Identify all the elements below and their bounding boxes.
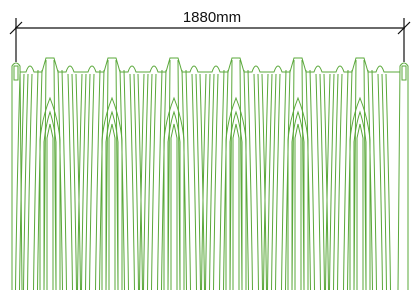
spear bbox=[40, 98, 60, 290]
crest bbox=[44, 60, 56, 290]
rib-line bbox=[130, 74, 135, 290]
rib-line bbox=[72, 74, 77, 290]
rib-line bbox=[196, 74, 201, 290]
rib-line bbox=[272, 74, 277, 290]
rib-line bbox=[330, 74, 335, 290]
rib-line bbox=[310, 70, 315, 290]
rib-line bbox=[186, 70, 191, 290]
crest bbox=[292, 60, 304, 290]
rib-line bbox=[90, 74, 95, 290]
rib-line bbox=[134, 74, 139, 290]
spear-core bbox=[357, 124, 363, 290]
rib-line bbox=[320, 74, 325, 290]
rib-line bbox=[152, 74, 157, 290]
page: 1880mm (() => { const data = JSON.parse(… bbox=[0, 0, 415, 290]
spear bbox=[350, 98, 370, 290]
rib-line bbox=[282, 70, 287, 290]
rib-line bbox=[254, 74, 259, 290]
rib-line bbox=[68, 74, 73, 290]
rib-line bbox=[148, 74, 153, 290]
drawing: 1880mm bbox=[0, 0, 415, 290]
edge-detail bbox=[402, 66, 406, 80]
roof-sheet bbox=[12, 58, 408, 290]
rib-line bbox=[214, 74, 219, 290]
rib-line bbox=[124, 70, 129, 290]
rib-line bbox=[386, 74, 391, 290]
rib-line bbox=[210, 74, 215, 290]
rib-line bbox=[344, 70, 349, 290]
crest bbox=[354, 60, 366, 290]
spear bbox=[288, 98, 308, 290]
edge bbox=[398, 63, 408, 290]
rib-line bbox=[192, 74, 197, 290]
rib-line bbox=[334, 74, 339, 290]
spear-core bbox=[47, 124, 53, 290]
rib-line bbox=[86, 74, 91, 290]
spear bbox=[102, 98, 122, 290]
rib-line bbox=[382, 74, 387, 290]
edge-detail bbox=[14, 66, 18, 80]
rib-line bbox=[62, 70, 67, 290]
rib-line bbox=[338, 74, 343, 290]
top-profile bbox=[20, 58, 400, 72]
spear-core bbox=[171, 124, 177, 290]
rib-line bbox=[378, 74, 383, 290]
spear-core bbox=[109, 124, 115, 290]
rib-line bbox=[268, 74, 273, 290]
spear-core bbox=[295, 124, 301, 290]
rib-line bbox=[144, 74, 149, 290]
crest bbox=[106, 60, 118, 290]
rib-line bbox=[206, 74, 211, 290]
rib-line bbox=[258, 74, 263, 290]
rib-line bbox=[316, 74, 321, 290]
spear-core bbox=[233, 124, 239, 290]
rib-line bbox=[158, 70, 163, 290]
crest bbox=[230, 60, 242, 290]
rib-line bbox=[248, 70, 253, 290]
spear bbox=[226, 98, 246, 290]
crest bbox=[168, 60, 180, 290]
rib-line bbox=[96, 70, 101, 290]
rib-line bbox=[82, 74, 87, 290]
rib-line bbox=[16, 74, 21, 290]
rib-line bbox=[276, 74, 281, 290]
spear bbox=[164, 98, 184, 290]
rib-line bbox=[372, 70, 377, 290]
rib-line bbox=[24, 74, 29, 290]
rib-line bbox=[28, 74, 33, 290]
dimension-label: 1880mm bbox=[183, 9, 241, 26]
rib-line bbox=[220, 70, 225, 290]
dimension: 1880mm bbox=[10, 9, 410, 62]
rib-line bbox=[34, 70, 39, 290]
